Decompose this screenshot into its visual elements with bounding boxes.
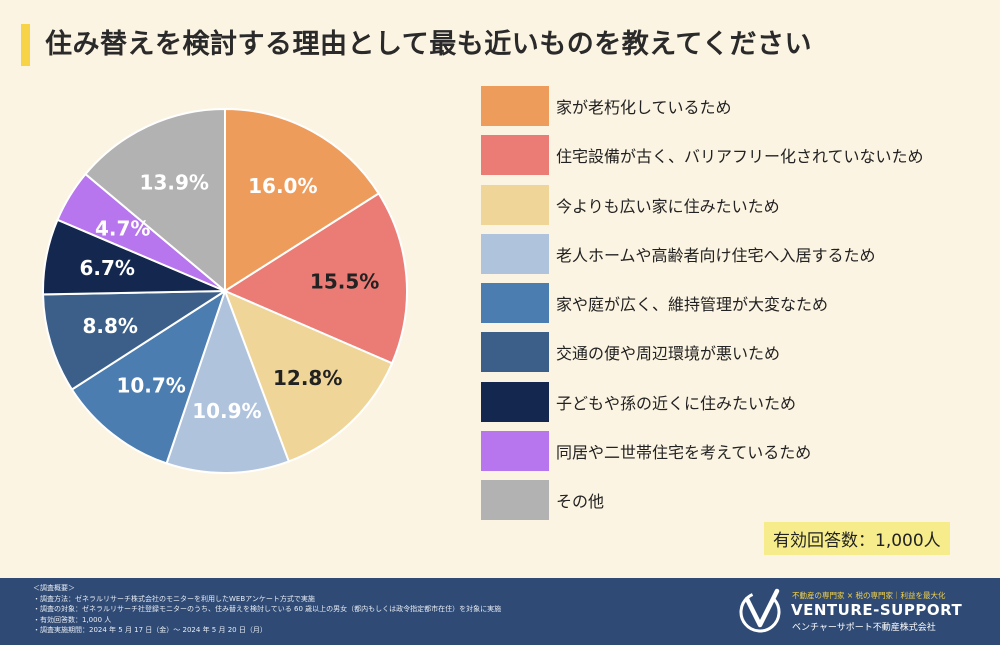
legend-label: 家や庭が広く、維持管理が大変なため: [556, 295, 829, 315]
legend: 家が老朽化しているため住宅設備が古く、バリアフリー化されていないため 今よりも広い…: [481, 86, 961, 530]
pie-slice-2: [222, 192, 408, 365]
legend-item: 家が老朽化しているため: [481, 86, 961, 126]
venture-support-logo-icon: [739, 588, 781, 633]
pie-slice-9: [84, 107, 226, 294]
legend-label: 今よりも広い家に住みたいため: [556, 196, 780, 216]
pie-slice-label-4: 10.9%: [192, 399, 261, 423]
pie-slice-label-7: 6.7%: [79, 256, 134, 280]
survey-note: ・調査実施期間：2024 年 5 月 17 日（金）～ 2024 年 5 月 2…: [33, 626, 267, 634]
pie-slice-label-1: 16.0%: [248, 174, 317, 198]
logo-tagline: 不動産の専門家 × 税の専門家｜利益を最大化: [792, 591, 946, 600]
survey-note: ＜調査概要＞: [33, 584, 75, 592]
legend-label: 同居や二世帯住宅を考えているため: [556, 443, 812, 463]
legend-label: 住宅設備が古く、バリアフリー化されていないため: [556, 147, 924, 167]
pie-slice-label-6: 8.8%: [82, 314, 137, 338]
legend-label: 交通の便や周辺環境が悪いため: [556, 344, 781, 364]
legend-swatch: [481, 431, 549, 472]
pie-slice-5: [70, 288, 227, 465]
pie-slice-4: [165, 288, 291, 474]
survey-note: ・有効回答数：1,000 人: [33, 615, 112, 624]
legend-swatch: [481, 86, 549, 126]
pie-slice-label-2: 15.5%: [310, 270, 379, 294]
legend-item: 今よりも広い家に住みたいため: [481, 184, 961, 225]
pie-chart: 16.0% 15.5% 12.8% 10.9% 10.7% 8.8% 6.7% 4.7% 13.…: [42, 107, 408, 474]
legend-item: 同居や二世帯住宅を考えているため: [481, 431, 961, 472]
pie-slice-3: [223, 289, 394, 463]
legend-swatch: [481, 381, 549, 422]
legend-label: その他: [556, 492, 605, 512]
survey-note: ・調査の対象：ゼネラルリサーチ社登録モニターのうち、住み替えを検討している 60…: [33, 605, 502, 613]
legend-item: その他: [481, 480, 961, 521]
survey-note: ・調査方法：ゼネラルリサーチ株式会社のモニターを利用したWEBアンケート方式で実…: [33, 594, 315, 603]
legend-swatch: [481, 480, 549, 521]
title-accent-bar: [21, 24, 30, 66]
pie-slice-label-3: 12.8%: [273, 366, 342, 390]
survey-notes: ＜調査概要＞ ・調査方法：ゼネラルリサーチ株式会社のモニターを利用したWEBアン…: [33, 583, 501, 636]
respondent-count: 有効回答数：1,000人: [764, 522, 950, 555]
legend-swatch: [481, 184, 549, 225]
logo-company-name: ベンチャーサポート不動産株式会社: [792, 623, 936, 633]
legend-swatch: [481, 283, 549, 324]
legend-item: 老人ホームや高齢者向け住宅へ入居するため: [481, 233, 961, 274]
legend-item: 家や庭が広く、維持管理が大変なため: [481, 283, 961, 324]
chart-title: 住み替えを検討する理由として最も近いものを教えてください: [45, 29, 813, 60]
legend-label: 家が老朽化しているため: [556, 98, 732, 117]
legend-swatch: [481, 233, 549, 274]
legend-item: 交通の便や周辺環境が悪いため: [481, 332, 961, 373]
legend-swatch: [481, 135, 549, 176]
pie-slice-label-9: 13.9%: [140, 170, 209, 194]
legend-item: 住宅設備が古く、バリアフリー化されていないため: [481, 135, 961, 176]
pie-slice-label-5: 10.7%: [116, 374, 185, 398]
legend-label: 老人ホームや高齢者向け住宅へ入居するため: [556, 245, 876, 265]
logo-brand-name: VENTURE-SUPPORT: [791, 601, 963, 619]
legend-item: 子どもや孫の近くに住みたいため: [481, 381, 961, 422]
pie-slice-6: [42, 289, 229, 391]
legend-label: 子どもや孫の近くに住みたいため: [556, 393, 797, 413]
pie-slice-label-8: 4.7%: [95, 216, 150, 240]
footer: ＜調査概要＞ ・調査方法：ゼネラルリサーチ株式会社のモニターを利用したWEBアン…: [0, 578, 1000, 645]
legend-swatch: [481, 332, 549, 373]
pie-slice-1: [224, 107, 381, 293]
